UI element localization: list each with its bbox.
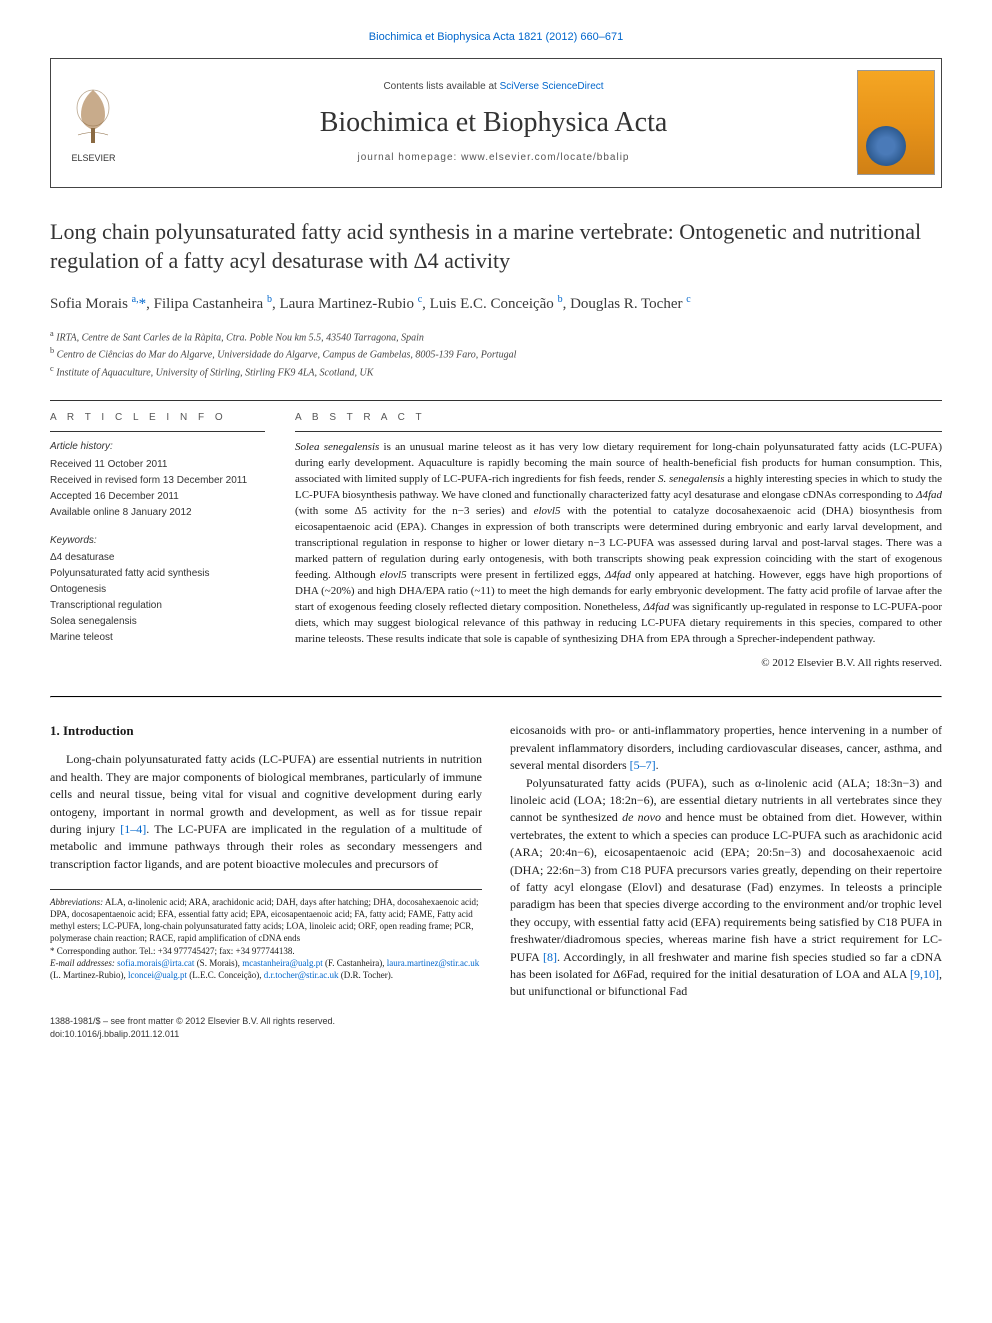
keyword: Ontogenesis [50,583,265,597]
ref-link[interactable]: [9,10] [910,967,939,981]
abstract: A B S T R A C T Solea senegalensis is an… [295,411,942,672]
ref-link[interactable]: [8] [543,950,557,964]
abstract-text: Solea senegalensis is an unusual marine … [295,440,942,647]
journal-header: ELSEVIER Contents lists available at Sci… [50,58,942,188]
corresponding-author: * Corresponding author. Tel.: +34 977745… [50,945,482,957]
page-footer: 1388-1981/$ – see front matter © 2012 El… [50,1015,942,1041]
keyword: Marine teleost [50,631,265,645]
body-columns: 1. Introduction Long-chain polyunsaturat… [50,722,942,1000]
abstract-copyright: © 2012 Elsevier B.V. All rights reserved… [295,656,942,672]
front-matter: 1388-1981/$ – see front matter © 2012 El… [50,1015,335,1028]
keyword: Δ4 desaturase [50,551,265,565]
rule-top [50,400,942,401]
elsevier-label: ELSEVIER [71,152,115,165]
intro-heading: 1. Introduction [50,722,482,741]
footnotes: Abbreviations: ALA, α-linolenic acid; AR… [50,889,482,981]
email-link[interactable]: laura.martinez@stir.ac.uk [387,958,480,968]
email-label: E-mail addresses: [50,958,115,968]
abbrev-text: ALA, α-linolenic acid; ARA, arachidonic … [50,897,479,943]
history-item: Received 11 October 2011 [50,458,265,472]
keywords-label: Keywords: [50,534,265,549]
contents-list: Contents lists available at SciVerse Sci… [383,80,603,95]
cover-image [857,70,935,175]
affiliation: b Centro de Ciências do Mar do Algarve, … [50,345,942,362]
email-list: sofia.morais@irta.cat (S. Morais), mcast… [50,958,479,980]
abstract-heading: A B S T R A C T [295,411,942,426]
email-link[interactable]: sofia.morais@irta.cat [117,958,194,968]
keyword: Transcriptional regulation [50,599,265,613]
journal-citation[interactable]: Biochimica et Biophysica Acta 1821 (2012… [50,30,942,46]
journal-homepage: journal homepage: www.elsevier.com/locat… [357,151,629,166]
article-title: Long chain polyunsaturated fatty acid sy… [50,218,942,275]
contents-prefix: Contents lists available at [383,81,499,92]
authors: Sofia Morais a,*, Filipa Castanheira b, … [50,293,942,316]
rule-bottom [50,696,942,698]
intro-p2: Polyunsaturated fatty acids (PUFA), such… [510,775,942,1001]
emails: E-mail addresses: sofia.morais@irta.cat … [50,957,482,981]
history-item: Available online 8 January 2012 [50,506,265,520]
elsevier-tree-icon [66,80,121,150]
abbreviations: Abbreviations: ALA, α-linolenic acid; AR… [50,896,482,945]
elsevier-logo: ELSEVIER [51,59,136,187]
doi: doi:10.1016/j.bbalip.2011.12.011 [50,1028,335,1041]
email-link[interactable]: mcastanheira@ualg.pt [242,958,323,968]
history-label: Article history: [50,440,265,455]
history-item: Accepted 16 December 2011 [50,490,265,504]
email-link[interactable]: lconcei@ualg.pt [128,970,187,980]
keyword: Polyunsaturated fatty acid synthesis [50,567,265,581]
history-item: Received in revised form 13 December 201… [50,474,265,488]
ref-link[interactable]: [5–7] [630,758,656,772]
affiliations: a IRTA, Centre de Sant Carles de la Ràpi… [50,328,942,380]
ref-link[interactable]: [1–4] [120,822,146,836]
header-center: Contents lists available at SciVerse Sci… [136,59,851,187]
journal-name: Biochimica et Biophysica Acta [320,103,668,144]
sciencedirect-link[interactable]: SciVerse ScienceDirect [500,81,604,92]
keyword: Solea senegalensis [50,615,265,629]
intro-p1-tail: eicosanoids with pro- or anti-inflammato… [510,722,942,774]
email-link[interactable]: d.r.tocher@stir.ac.uk [264,970,339,980]
cover-thumbnail [851,59,941,187]
journal-citation-link[interactable]: Biochimica et Biophysica Acta 1821 (2012… [369,31,623,43]
info-abstract-row: A R T I C L E I N F O Article history: R… [50,411,942,672]
article-info: A R T I C L E I N F O Article history: R… [50,411,265,672]
abbrev-label: Abbreviations: [50,897,103,907]
affiliation: a IRTA, Centre de Sant Carles de la Ràpi… [50,328,942,345]
affiliation: c Institute of Aquaculture, University o… [50,363,942,380]
intro-p1: Long-chain polyunsaturated fatty acids (… [50,751,482,873]
article-info-heading: A R T I C L E I N F O [50,411,265,426]
